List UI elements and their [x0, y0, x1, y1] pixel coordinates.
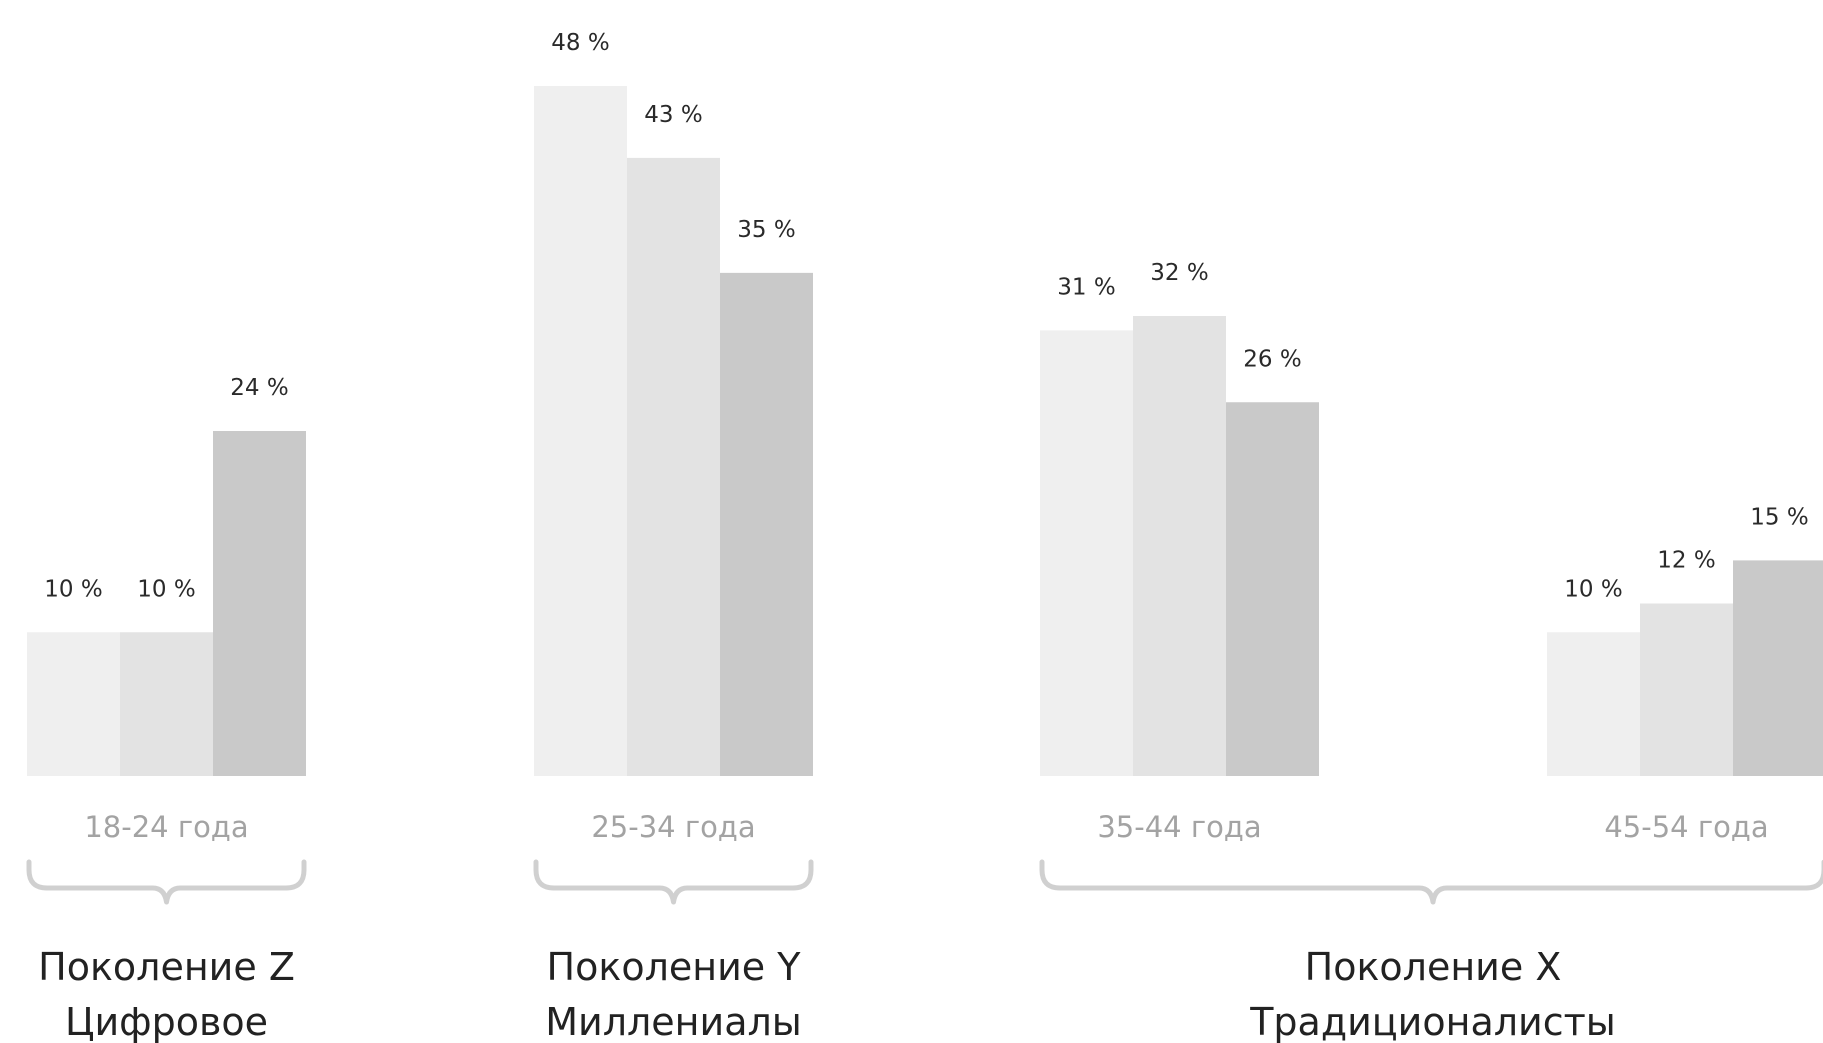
value-label: 10 % — [44, 576, 102, 602]
bar-25-34 года-s3 — [720, 272, 813, 776]
category-label: 18-24 года — [84, 810, 248, 844]
bar-25-34 года-s2 — [627, 157, 720, 776]
generation-brace — [1039, 859, 1823, 905]
value-label: 12 % — [1657, 548, 1715, 574]
bar-45-54 года-s1 — [1547, 632, 1640, 776]
bar-25-34 года-s1 — [534, 86, 627, 776]
bar-35-44 года-s1 — [1040, 330, 1133, 776]
generation-labels-layer: Поколение Z Цифровое Поколение Y Миллениалы… — [38, 945, 1616, 1043]
bar-18-24 года-s1 — [27, 632, 120, 776]
value-label: 10 % — [1564, 576, 1622, 602]
value-label: 35 % — [737, 217, 795, 243]
generation-subtitle: Цифровое — [65, 1000, 268, 1043]
value-label: 24 % — [230, 375, 288, 401]
value-label: 43 % — [644, 102, 702, 128]
bar-45-54 года-s2 — [1640, 603, 1733, 776]
generation-subtitle: Традиционалисты — [1249, 1000, 1616, 1043]
generation-brace — [26, 859, 307, 905]
value-label: 32 % — [1150, 260, 1208, 286]
category-label: 25-34 года — [591, 810, 755, 844]
braces-layer — [26, 859, 1823, 905]
generation-name: Поколение Z — [38, 945, 295, 989]
category-label: 35-44 года — [1097, 810, 1261, 844]
generation-name: Поколение Y — [547, 945, 802, 989]
category-labels-layer: 18-24 года 25-34 года 35-44 года 45-54 года — [84, 810, 1768, 844]
generation-name: Поколение X — [1305, 945, 1562, 989]
bar-18-24 года-s3 — [213, 431, 306, 776]
bar-18-24 года-s2 — [120, 632, 213, 776]
bar-35-44 года-s2 — [1133, 316, 1226, 776]
value-label: 10 % — [137, 576, 195, 602]
value-label: 31 % — [1057, 274, 1115, 300]
value-label: 48 % — [551, 30, 609, 56]
generation-brace — [533, 859, 814, 905]
value-labels-layer: 10 % 10 % 24 % 48 % 43 % 35 % 31 % 32 % 26 % 10 %… — [44, 30, 1808, 602]
value-label: 26 % — [1243, 346, 1301, 372]
bars-layer — [27, 86, 1823, 776]
value-label: 15 % — [1750, 504, 1808, 530]
bar-35-44 года-s3 — [1226, 402, 1319, 776]
generation-subtitle: Миллениалы — [545, 1000, 802, 1043]
bar-45-54 года-s3 — [1733, 560, 1823, 776]
category-label: 45-54 года — [1604, 810, 1768, 844]
